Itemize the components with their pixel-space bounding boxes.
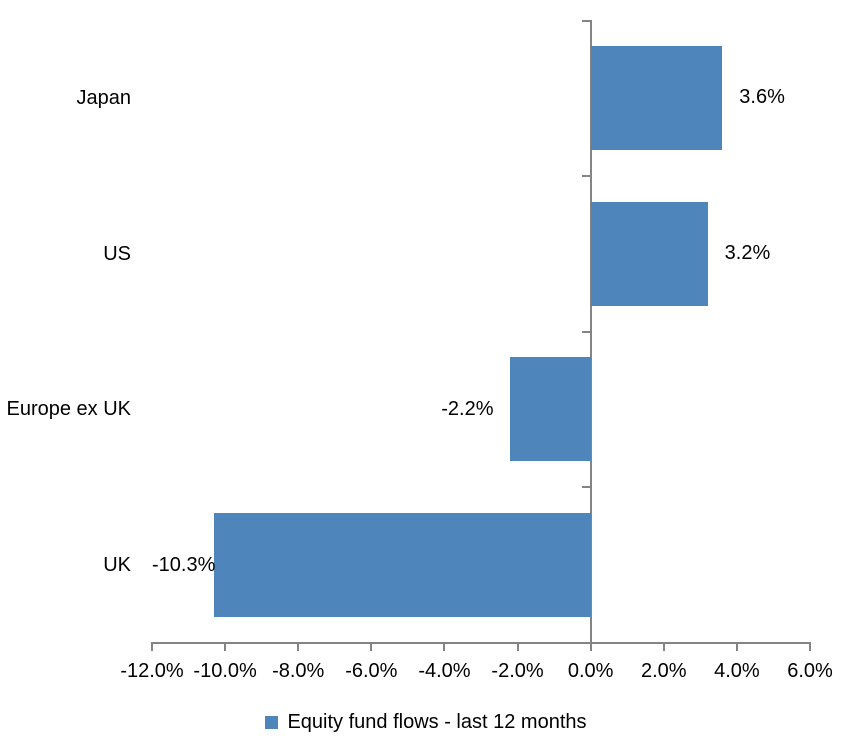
x-axis-tick-label: -4.0% — [418, 660, 471, 682]
value-label-us: 3.2% — [724, 242, 771, 265]
value-label-europe-ex-uk: -2.2% — [441, 397, 494, 420]
value-label-uk: -10.3% — [152, 553, 216, 576]
x-axis-tick — [370, 643, 373, 651]
category-label-uk: UK — [103, 554, 131, 577]
x-axis-tick-label: -2.0% — [491, 660, 544, 682]
bar-japan — [590, 45, 723, 150]
x-axis-tick — [516, 643, 519, 651]
x-axis-tick-label: 6.0% — [787, 660, 833, 682]
x-axis-tick — [443, 643, 446, 651]
x-axis-tick-label: 0.0% — [567, 660, 614, 682]
category-label-europe-ex-uk: Europe ex UK — [6, 398, 131, 421]
y-axis-tick — [581, 330, 591, 333]
legend-label: Equity fund flows - last 12 months — [287, 710, 587, 733]
y-axis-tick — [581, 486, 591, 489]
x-axis-tick-label: -6.0% — [345, 660, 398, 682]
bar-us — [590, 201, 708, 306]
x-axis-tick — [224, 643, 227, 651]
x-axis-tick-label: 4.0% — [714, 660, 760, 682]
x-axis-tick-label: -8.0% — [272, 660, 325, 682]
legend: Equity fund flows - last 12 months — [0, 708, 852, 736]
x-axis-line — [151, 642, 811, 644]
x-axis-tick — [297, 643, 300, 651]
x-axis-tick — [662, 643, 665, 651]
value-label-japan: 3.6% — [739, 86, 785, 109]
legend-swatch-icon — [265, 715, 279, 729]
bar-europe-ex-uk — [510, 357, 591, 462]
x-axis-tick — [735, 643, 738, 651]
x-axis-tick — [809, 643, 811, 651]
y-axis-tick — [581, 174, 591, 177]
category-label-japan: Japan — [76, 86, 132, 109]
category-label-us: US — [103, 242, 131, 265]
x-axis-tick — [151, 643, 153, 651]
bar-uk — [214, 513, 591, 618]
y-axis-line — [589, 20, 592, 651]
x-axis-tick-label: 2.0% — [640, 660, 687, 682]
x-axis-tick — [589, 643, 592, 651]
y-axis-tick — [581, 20, 591, 22]
x-axis-tick-label: -12.0% — [120, 660, 184, 682]
x-axis-tick-label: -10.0% — [193, 660, 257, 682]
